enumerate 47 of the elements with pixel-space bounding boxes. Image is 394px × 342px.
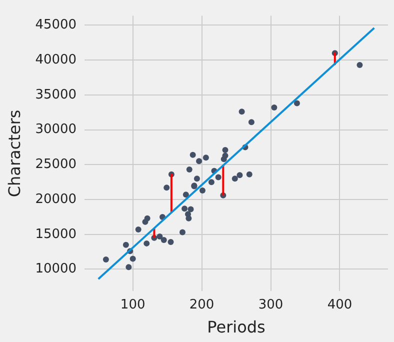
point — [144, 215, 150, 222]
y-tick-label: 10000 — [35, 262, 77, 277]
point — [122, 242, 129, 248]
point — [126, 264, 132, 270]
point — [208, 179, 214, 186]
point — [194, 176, 200, 182]
point — [196, 158, 202, 164]
point — [186, 166, 192, 173]
x-tick-label: 100 — [120, 297, 146, 312]
point — [144, 240, 150, 246]
y-tick-label: 30000 — [35, 122, 77, 138]
point — [160, 236, 167, 243]
point — [356, 62, 363, 68]
y-tick-label: 40000 — [35, 52, 77, 68]
point — [182, 192, 189, 198]
y-tick-label: 20000 — [35, 192, 77, 207]
point — [215, 174, 222, 180]
point — [294, 100, 300, 106]
point — [248, 119, 254, 126]
point — [238, 108, 245, 115]
y-tick-label: 15000 — [35, 226, 77, 242]
point — [130, 256, 136, 262]
point — [271, 104, 278, 110]
point — [182, 206, 188, 212]
y-tick-label: 45000 — [35, 18, 77, 33]
point — [156, 233, 163, 240]
point — [168, 239, 174, 246]
y-tick-label: 35000 — [35, 87, 77, 102]
x-tick-label: 200 — [189, 297, 214, 312]
x-tick-label: 300 — [258, 297, 284, 312]
point — [164, 184, 170, 191]
point — [232, 176, 238, 182]
point — [246, 171, 252, 178]
point — [179, 229, 186, 236]
point — [102, 256, 109, 262]
x-axis-title: Periods — [207, 318, 266, 337]
y-tick-label: 25000 — [35, 157, 77, 172]
y-axis-title: Characters — [4, 110, 24, 198]
point — [222, 147, 228, 154]
point — [222, 152, 228, 159]
point — [188, 206, 194, 212]
point — [190, 152, 196, 158]
point — [199, 187, 206, 194]
point — [135, 226, 142, 232]
x-tick-label: 400 — [327, 297, 352, 312]
point — [202, 154, 209, 161]
point — [236, 172, 243, 178]
